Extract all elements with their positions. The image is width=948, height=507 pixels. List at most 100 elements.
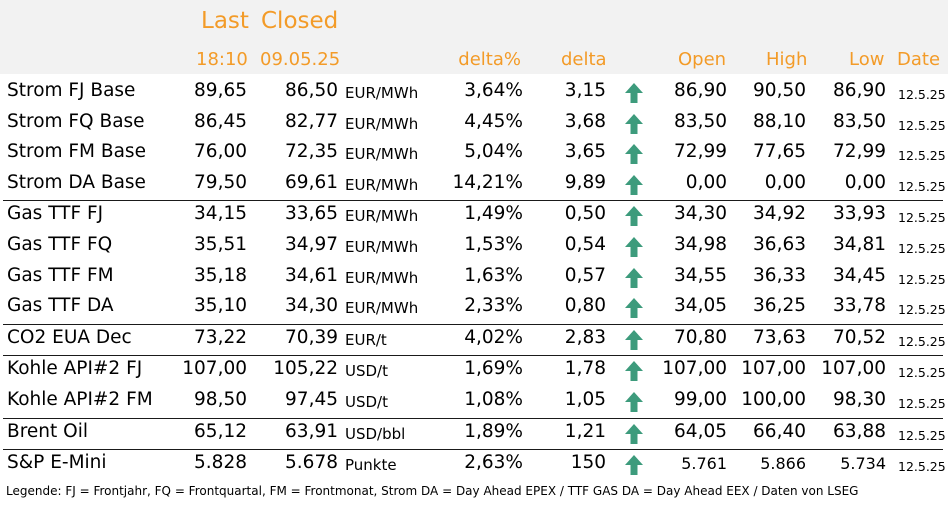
low-value: 107,00 — [821, 358, 886, 380]
closed-value: 70,39 — [285, 326, 338, 348]
low-value: 83,50 — [833, 110, 886, 132]
instrument-name: Brent Oil — [7, 420, 88, 442]
delta-value: 3,68 — [564, 110, 606, 132]
quotes-table: Strom FJ Base 89,65 86,50 EUR/MWh 3,64% 3,15 8… — [0, 78, 948, 481]
up-arrow-icon — [624, 113, 644, 135]
high-value: 36,63 — [753, 233, 806, 255]
instrument-name: Strom FQ Base — [7, 110, 145, 132]
low-value: 33,93 — [833, 203, 886, 225]
instrument-name: CO2 EUA Dec — [7, 326, 132, 348]
delta-value: 3,15 — [564, 80, 606, 101]
table-row: Kohle API#2 FM 98,50 97,45 USD/t 1,08% 1,05 99… — [0, 387, 948, 418]
table-row: Strom DA Base 79,50 69,61 EUR/MWh 14,21% 9,89… — [0, 170, 948, 201]
header-delta: delta — [561, 49, 607, 70]
header-low: Low — [849, 49, 885, 70]
delta-value: 0,80 — [564, 295, 606, 317]
open-value: 107,00 — [662, 358, 727, 380]
open-value: 83,50 — [674, 110, 727, 132]
unit: USD/bbl — [345, 424, 406, 443]
high-value: 36,25 — [753, 295, 806, 317]
high-value: 0,00 — [764, 171, 806, 193]
delta-value: 0,54 — [564, 233, 606, 255]
up-arrow-icon — [624, 82, 644, 104]
delta-percent: 1,08% — [464, 388, 523, 410]
open-value: 5.761 — [681, 454, 727, 474]
quote-date: 12.5.25 — [898, 210, 946, 226]
instrument-name: Gas TTF DA — [7, 295, 114, 317]
low-value: 63,88 — [833, 420, 886, 442]
delta-percent: 5,04% — [464, 141, 523, 163]
closed-value: 105,22 — [273, 358, 338, 380]
quote-date: 12.5.25 — [898, 302, 946, 318]
up-arrow-icon — [624, 329, 644, 351]
delta-value: 1,21 — [564, 420, 606, 442]
instrument-name: Kohle API#2 FJ — [7, 358, 143, 380]
low-value: 0,00 — [844, 171, 886, 193]
high-value: 66,40 — [753, 420, 806, 442]
quote-date: 12.5.25 — [898, 178, 946, 194]
open-value: 70,80 — [674, 326, 727, 348]
high-value: 90,50 — [753, 80, 806, 101]
up-arrow-icon — [624, 174, 644, 196]
delta-percent: 1,69% — [464, 358, 523, 380]
delta-value: 2,83 — [564, 326, 606, 348]
unit: EUR/MWh — [345, 268, 419, 287]
quote-date: 12.5.25 — [898, 271, 946, 287]
table-row: Gas TTF DA 35,10 34,30 EUR/MWh 2,33% 0,80 34,0… — [0, 293, 948, 324]
up-arrow-icon — [624, 360, 644, 382]
delta-value: 0,57 — [564, 264, 606, 286]
instrument-name: Gas TTF FQ — [7, 233, 113, 255]
low-value: 34,81 — [833, 233, 886, 255]
open-value: 34,30 — [674, 203, 727, 225]
up-arrow-icon — [624, 143, 644, 165]
delta-percent: 2,33% — [464, 295, 523, 317]
group-divider — [3, 200, 943, 202]
last-value: 107,00 — [182, 358, 247, 380]
quote-date: 12.5.25 — [898, 148, 946, 164]
up-arrow-icon — [624, 236, 644, 258]
table-row: Gas TTF FJ 34,15 33,65 EUR/MWh 1,49% 0,50 34,3… — [0, 201, 948, 232]
open-value: 34,05 — [674, 295, 727, 317]
up-arrow-icon — [624, 267, 644, 289]
closed-value: 69,61 — [285, 171, 338, 193]
table-row: Gas TTF FQ 35,51 34,97 EUR/MWh 1,53% 0,54 34,9… — [0, 232, 948, 263]
delta-value: 1,05 — [564, 388, 606, 410]
last-value: 76,00 — [194, 141, 247, 163]
delta-value: 150 — [570, 452, 606, 474]
delta-percent: 4,45% — [464, 110, 523, 132]
last-value: 86,45 — [194, 110, 247, 132]
table-row: Brent Oil 65,12 63,91 USD/bbl 1,89% 1,21 64,05… — [0, 419, 948, 450]
up-arrow-icon — [624, 454, 644, 476]
delta-percent: 1,53% — [464, 233, 523, 255]
closed-value: 63,91 — [285, 420, 338, 442]
low-value: 86,90 — [833, 80, 886, 101]
high-value: 107,00 — [741, 358, 806, 380]
open-value: 72,99 — [674, 141, 727, 163]
header-last-time: 18:10 — [196, 49, 248, 70]
unit: EUR/MWh — [345, 84, 419, 102]
quote-date: 12.5.25 — [898, 459, 946, 475]
last-value: 73,22 — [194, 326, 247, 348]
instrument-name: Strom DA Base — [7, 171, 146, 193]
open-value: 86,90 — [674, 80, 727, 101]
up-arrow-icon — [624, 297, 644, 319]
delta-percent: 4,02% — [464, 326, 523, 348]
high-value: 36,33 — [753, 264, 806, 286]
open-value: 34,98 — [674, 233, 727, 255]
open-value: 0,00 — [685, 171, 727, 193]
closed-value: 34,61 — [285, 264, 338, 286]
quote-date: 12.5.25 — [898, 240, 946, 256]
header-delta-pct: delta% — [458, 49, 521, 70]
closed-value: 97,45 — [285, 388, 338, 410]
table-row: Strom FQ Base 86,45 82,77 EUR/MWh 4,45% 3,68 8… — [0, 109, 948, 140]
instrument-name: Gas TTF FM — [7, 264, 114, 286]
high-value: 100,00 — [741, 388, 806, 410]
delta-percent: 1,89% — [464, 420, 523, 442]
instrument-name: S&P E-Mini — [7, 452, 107, 474]
table-header: Last Closed 18:10 09.05.25 delta% delta … — [0, 0, 948, 74]
low-value: 34,45 — [833, 264, 886, 286]
high-value: 88,10 — [753, 110, 806, 132]
delta-value: 0,50 — [564, 203, 606, 225]
unit: USD/t — [345, 392, 388, 411]
delta-value: 1,78 — [564, 358, 606, 380]
